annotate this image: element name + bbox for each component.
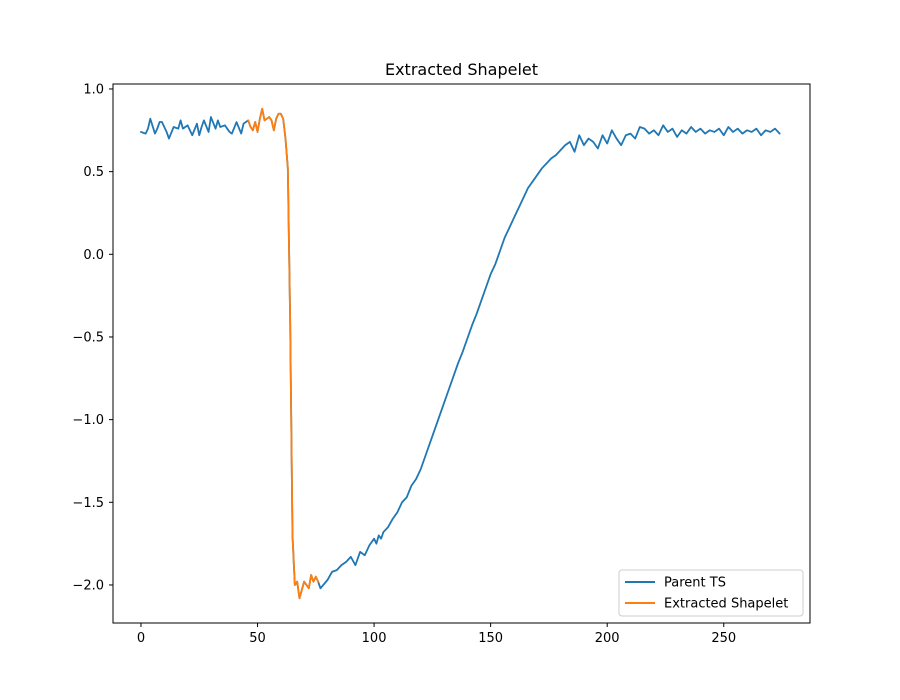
y-tick-label: −0.5 — [72, 330, 104, 345]
x-tick-label: 150 — [478, 631, 503, 646]
y-tick-label: 0.0 — [83, 248, 104, 263]
series-lines — [140, 107, 781, 600]
y-tick-label: 1.0 — [83, 82, 104, 97]
y-tick-label: −1.0 — [72, 413, 104, 428]
x-tick-label: 100 — [362, 631, 387, 646]
axis-ticks: 0 50 100 150 200 250 1.0 0.5 0.0 −0.5 −1.0 −1.5 −2.0 — [72, 82, 736, 646]
x-tick-label: 50 — [249, 631, 266, 646]
x-tick-label: 250 — [711, 631, 736, 646]
y-tick-label: −1.5 — [72, 496, 104, 511]
legend-label-1: Extracted Shapelet — [664, 597, 788, 612]
y-tick-label: −2.0 — [72, 578, 104, 593]
chart-title: Extracted Shapelet — [385, 60, 538, 79]
legend-frame — [618, 569, 804, 617]
series-line-1 — [247, 107, 320, 600]
x-tick-label: 200 — [595, 631, 620, 646]
legend: Parent TS Extracted Shapelet — [618, 569, 804, 617]
plot-frame — [112, 83, 811, 624]
x-tick-label: 0 — [137, 631, 145, 646]
legend-label-0: Parent TS — [664, 576, 726, 591]
series-line-0 — [140, 107, 781, 600]
y-tick-label: 0.5 — [83, 165, 104, 180]
